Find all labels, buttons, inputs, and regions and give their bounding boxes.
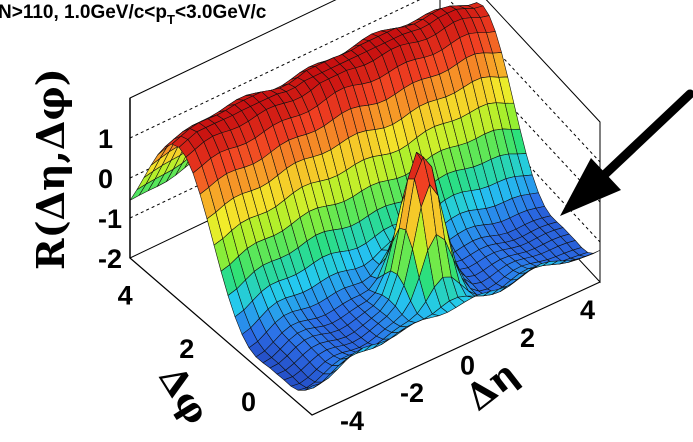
annotation-arrow [560, 89, 693, 216]
y-tick-label: 2 [179, 334, 194, 364]
z-tick-label: 1 [98, 124, 113, 154]
surface-cell [585, 249, 601, 257]
tick-labels: 1 0 -1 -2 0 2 4 -4 -2 0 2 4 [98, 124, 595, 436]
surface-mesh [129, 2, 601, 391]
z-tick-label: 0 [98, 164, 113, 194]
z-tick-label: -2 [98, 244, 122, 274]
x-tick-label: 2 [520, 323, 535, 353]
x-tick-label: -2 [400, 378, 424, 408]
x-tick-label: 0 [460, 351, 475, 381]
plot-box-front-edges [129, 257, 601, 416]
chart-title: N>110, 1.0GeV/c<pT<3.0GeV/c [0, 2, 267, 27]
base-frame [129, 257, 601, 416]
chart-title-tail: <3.0GeV/c [175, 2, 267, 23]
grid-line [129, 0, 601, 163]
z-axis-label: R(Δη,Δφ) [28, 68, 73, 270]
y-axis-label: Δφ [150, 359, 218, 433]
x-tick-label: -4 [340, 406, 364, 436]
chart-title-subscript: T [167, 12, 175, 27]
x-tick-label: 4 [580, 295, 595, 325]
y-tick-label: 4 [118, 281, 133, 311]
chart-title-main: N>110, 1.0GeV/c<p [0, 2, 167, 23]
z-tick-label: -1 [98, 204, 122, 234]
y-tick-label: 0 [241, 387, 256, 417]
